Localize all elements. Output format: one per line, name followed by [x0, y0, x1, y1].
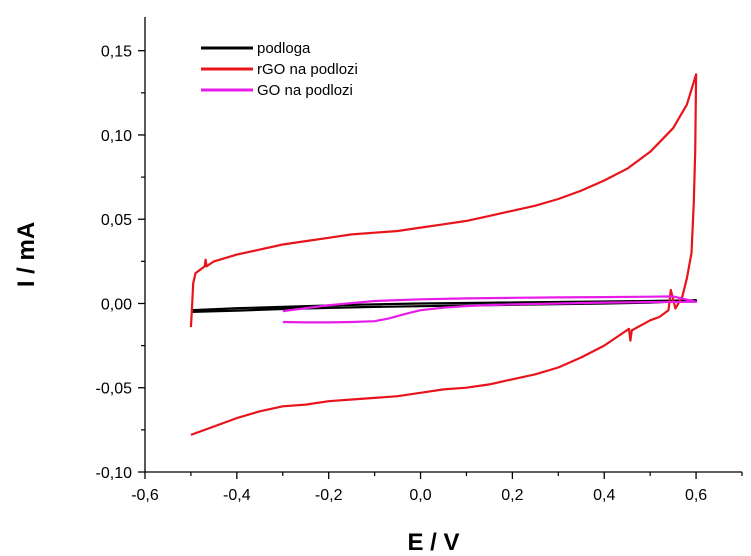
legend-label-3: GO na podlozi	[257, 82, 353, 99]
legend: podloga rGO na podlozi GO na podlozi	[201, 40, 358, 99]
x-tick-label: -0,2	[315, 487, 343, 504]
x-tick-label: 0,6	[685, 487, 707, 504]
x-tick-label: 0,2	[501, 487, 523, 504]
legend-label-1: podloga	[257, 40, 311, 57]
legend-label-2: rGO na podlozi	[257, 61, 358, 78]
y-tick-label: -0,05	[96, 381, 133, 398]
series-line-3	[282, 295, 698, 324]
axes	[144, 17, 742, 473]
y-tick-label: 0,00	[101, 296, 132, 313]
ticks: -0,6 -0,4 -0,2 0,0 0,2 0,4 0,6 -0,10 -0,05 0,00 0,…	[96, 44, 743, 504]
y-tick-label: 0,10	[101, 128, 132, 145]
series-layer	[189, 73, 698, 436]
x-axis-title: E / V	[407, 529, 459, 556]
x-tick-label: -0,4	[223, 487, 251, 504]
x-tick-label: 0,0	[409, 487, 431, 504]
x-tick-label: -0,6	[131, 487, 159, 504]
series-line-1	[190, 299, 698, 313]
x-tick-label: 0,4	[593, 487, 615, 504]
series-line-2	[189, 73, 698, 436]
y-axis-title: I / mA	[13, 222, 40, 287]
y-tick-label: 0,05	[101, 212, 132, 229]
y-tick-label: 0,15	[101, 44, 132, 61]
y-tick-label: -0,10	[96, 465, 133, 482]
